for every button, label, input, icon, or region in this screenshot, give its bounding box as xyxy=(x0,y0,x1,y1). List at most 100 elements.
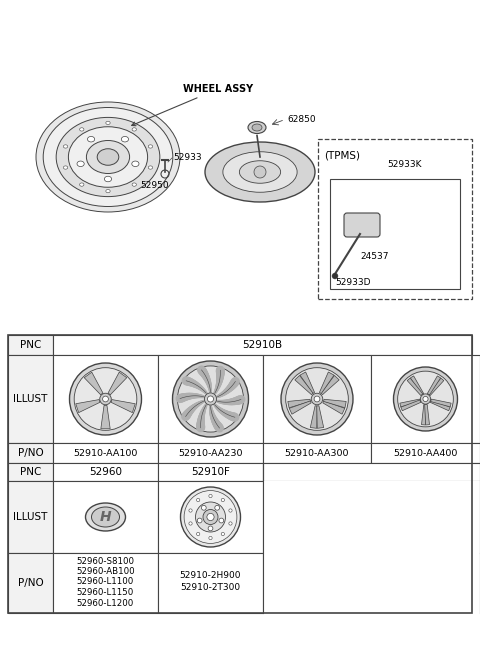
Ellipse shape xyxy=(69,127,148,187)
Bar xyxy=(53,553,158,613)
Bar xyxy=(8,335,472,613)
Polygon shape xyxy=(300,372,314,394)
Text: 62850: 62850 xyxy=(287,115,316,124)
Polygon shape xyxy=(319,372,334,394)
Circle shape xyxy=(103,396,108,402)
Circle shape xyxy=(311,394,323,405)
Text: WHEEL ASSY: WHEEL ASSY xyxy=(132,84,253,125)
Ellipse shape xyxy=(43,108,173,206)
Text: 52960-L1150: 52960-L1150 xyxy=(77,588,134,597)
Polygon shape xyxy=(84,372,103,395)
Ellipse shape xyxy=(63,166,68,170)
Circle shape xyxy=(207,396,214,402)
Text: 52960-L1100: 52960-L1100 xyxy=(77,578,134,587)
Polygon shape xyxy=(324,399,346,408)
Bar xyxy=(263,553,480,613)
Bar xyxy=(158,463,263,481)
Ellipse shape xyxy=(248,122,266,133)
Text: P/NO: P/NO xyxy=(18,578,43,588)
Ellipse shape xyxy=(97,148,119,166)
Circle shape xyxy=(229,509,232,512)
Bar xyxy=(8,335,53,355)
Bar xyxy=(371,443,480,463)
Polygon shape xyxy=(321,375,339,395)
Ellipse shape xyxy=(121,137,129,142)
Polygon shape xyxy=(295,375,313,395)
Circle shape xyxy=(221,499,225,502)
Bar xyxy=(8,443,53,463)
Text: 52933K: 52933K xyxy=(388,160,422,169)
Text: 52910-AA100: 52910-AA100 xyxy=(73,449,138,457)
Bar xyxy=(263,481,480,553)
Circle shape xyxy=(314,396,320,402)
Circle shape xyxy=(74,368,137,430)
Circle shape xyxy=(221,532,225,535)
Bar xyxy=(8,463,53,481)
Circle shape xyxy=(195,502,226,532)
Circle shape xyxy=(332,273,338,279)
Circle shape xyxy=(397,371,453,427)
Circle shape xyxy=(208,526,213,531)
Polygon shape xyxy=(323,401,345,414)
Text: 52960-L1200: 52960-L1200 xyxy=(77,599,134,608)
Ellipse shape xyxy=(92,507,120,527)
Bar xyxy=(263,443,371,463)
Bar xyxy=(318,139,472,299)
Circle shape xyxy=(184,491,237,543)
Text: ILLUST: ILLUST xyxy=(13,512,48,522)
Polygon shape xyxy=(425,405,430,425)
Ellipse shape xyxy=(240,161,281,183)
Text: 52960-AB100: 52960-AB100 xyxy=(76,567,135,576)
Circle shape xyxy=(196,499,200,502)
Text: PNC: PNC xyxy=(20,467,41,477)
Ellipse shape xyxy=(105,176,111,182)
Text: H: H xyxy=(100,510,111,524)
Ellipse shape xyxy=(77,161,84,166)
Polygon shape xyxy=(421,405,426,425)
Circle shape xyxy=(423,396,428,401)
Text: (TPMS): (TPMS) xyxy=(324,151,360,161)
Polygon shape xyxy=(430,400,450,411)
Text: 52910-AA400: 52910-AA400 xyxy=(393,449,458,457)
Ellipse shape xyxy=(80,127,84,131)
Polygon shape xyxy=(101,405,110,429)
Text: 52910-2H900: 52910-2H900 xyxy=(180,570,241,579)
Bar xyxy=(158,553,263,613)
Bar xyxy=(53,335,472,355)
Circle shape xyxy=(189,522,192,525)
Ellipse shape xyxy=(63,145,68,148)
Polygon shape xyxy=(288,399,311,408)
FancyBboxPatch shape xyxy=(344,213,380,237)
Circle shape xyxy=(70,363,142,435)
Polygon shape xyxy=(317,406,324,428)
Circle shape xyxy=(196,532,200,535)
Text: P/NO: P/NO xyxy=(18,448,43,458)
Circle shape xyxy=(207,513,214,520)
Circle shape xyxy=(180,487,240,547)
Ellipse shape xyxy=(223,152,297,193)
Ellipse shape xyxy=(106,122,110,125)
Polygon shape xyxy=(310,406,317,428)
Circle shape xyxy=(189,509,192,512)
Bar xyxy=(371,355,480,443)
Circle shape xyxy=(203,509,218,524)
Polygon shape xyxy=(401,400,421,411)
Polygon shape xyxy=(111,399,135,413)
Bar xyxy=(8,553,53,613)
Polygon shape xyxy=(400,399,420,407)
Circle shape xyxy=(281,363,353,435)
Text: 52950: 52950 xyxy=(141,181,169,190)
Bar xyxy=(330,179,460,289)
Text: 52933D: 52933D xyxy=(335,278,371,287)
Text: 24537: 24537 xyxy=(360,252,388,261)
Text: 52910-AA230: 52910-AA230 xyxy=(178,449,243,457)
Circle shape xyxy=(420,394,431,404)
Bar xyxy=(263,463,480,481)
Circle shape xyxy=(172,361,249,437)
Circle shape xyxy=(254,166,266,178)
Text: 52933: 52933 xyxy=(173,154,202,162)
Text: 52910B: 52910B xyxy=(242,340,283,350)
Polygon shape xyxy=(428,378,444,396)
Bar xyxy=(158,481,263,553)
Bar xyxy=(158,355,263,443)
